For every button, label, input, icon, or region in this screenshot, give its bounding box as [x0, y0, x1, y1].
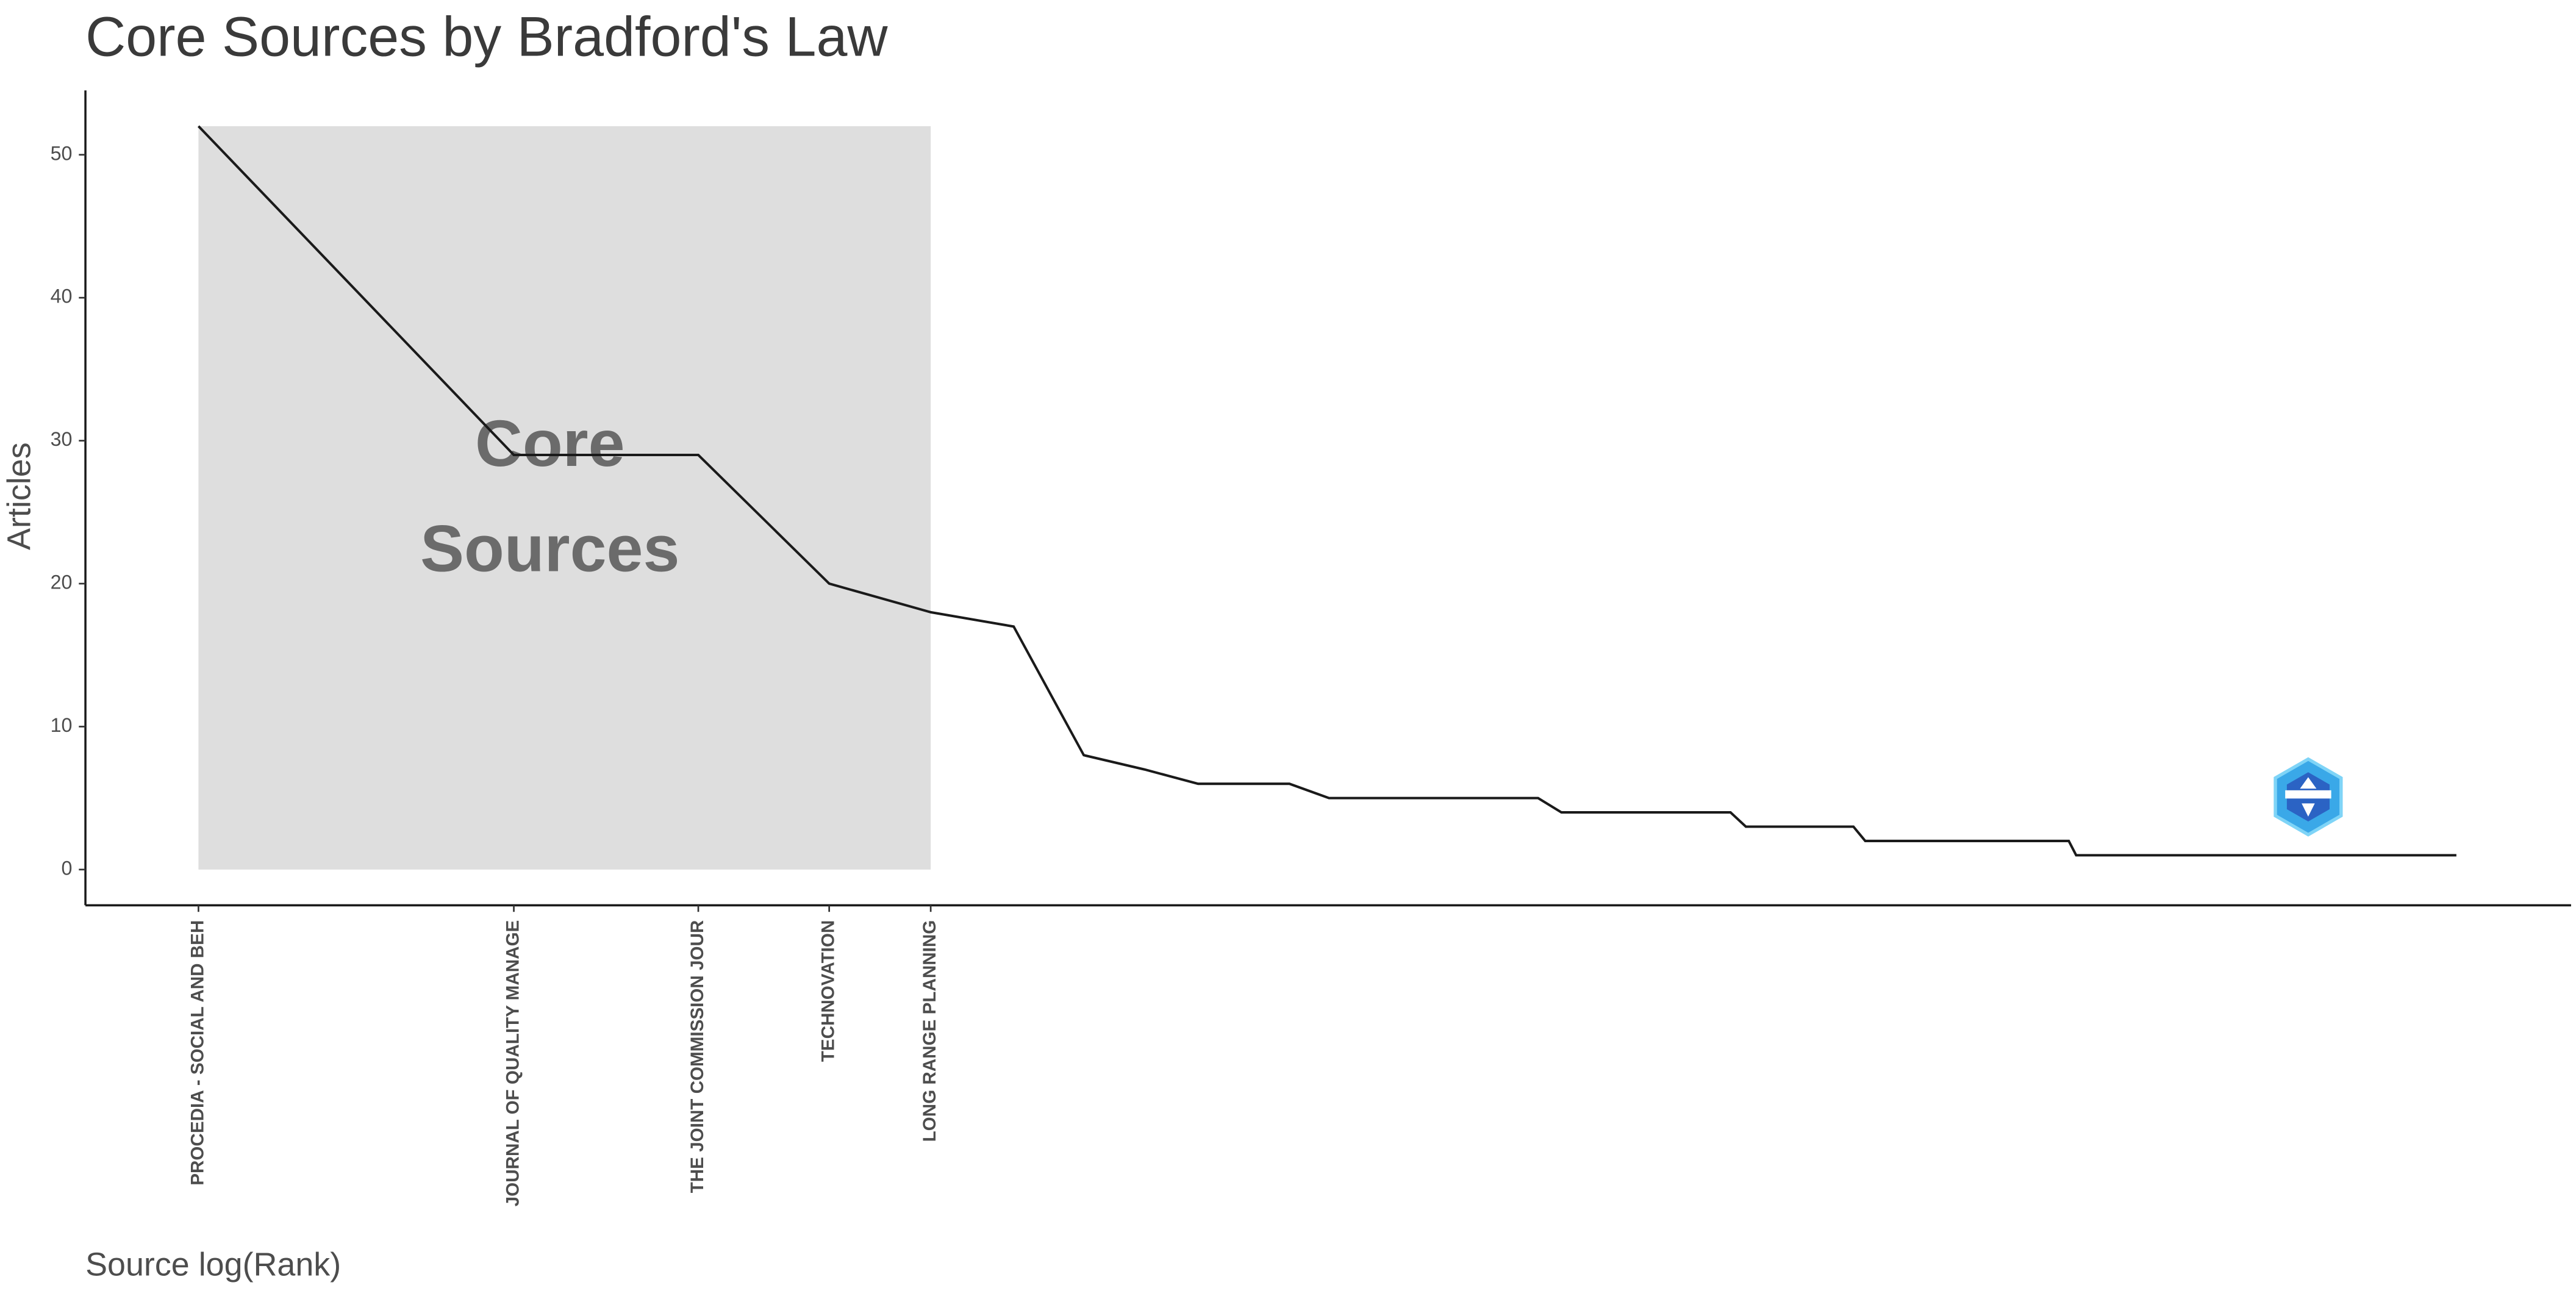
chart-title: Core Sources by Bradford's Law — [85, 6, 888, 68]
x-tick-label: LONG RANGE PLANNING — [920, 920, 940, 1142]
annotation: Sources — [420, 511, 679, 585]
logo — [2274, 757, 2343, 837]
x-tick-label: THE JOINT COMMISSION JOUR — [687, 920, 707, 1193]
y-tick-label: 0 — [62, 857, 73, 879]
x-axis-label: Source log(Rank) — [85, 1246, 341, 1283]
mark-layer — [197, 125, 2456, 857]
shade-layer: Core Sources — [198, 126, 931, 870]
annotation: Core — [475, 406, 625, 480]
y-tick-label: 30 — [51, 428, 73, 450]
x-tick-label: PROCEDIA - SOCIAL AND BEH — [187, 920, 207, 1186]
y-axis-label: Articles — [1, 442, 37, 550]
y-tick-label: 20 — [51, 571, 73, 593]
y-tick-label: 40 — [51, 285, 73, 307]
y-tick-label: 10 — [51, 714, 73, 736]
line — [197, 125, 2456, 857]
x-tick-label: JOURNAL OF QUALITY MANAGE — [503, 920, 523, 1207]
x-tick-label: TECHNOVATION — [818, 920, 838, 1062]
y-tick-label: 50 — [51, 142, 73, 164]
core-zone — [198, 126, 931, 870]
